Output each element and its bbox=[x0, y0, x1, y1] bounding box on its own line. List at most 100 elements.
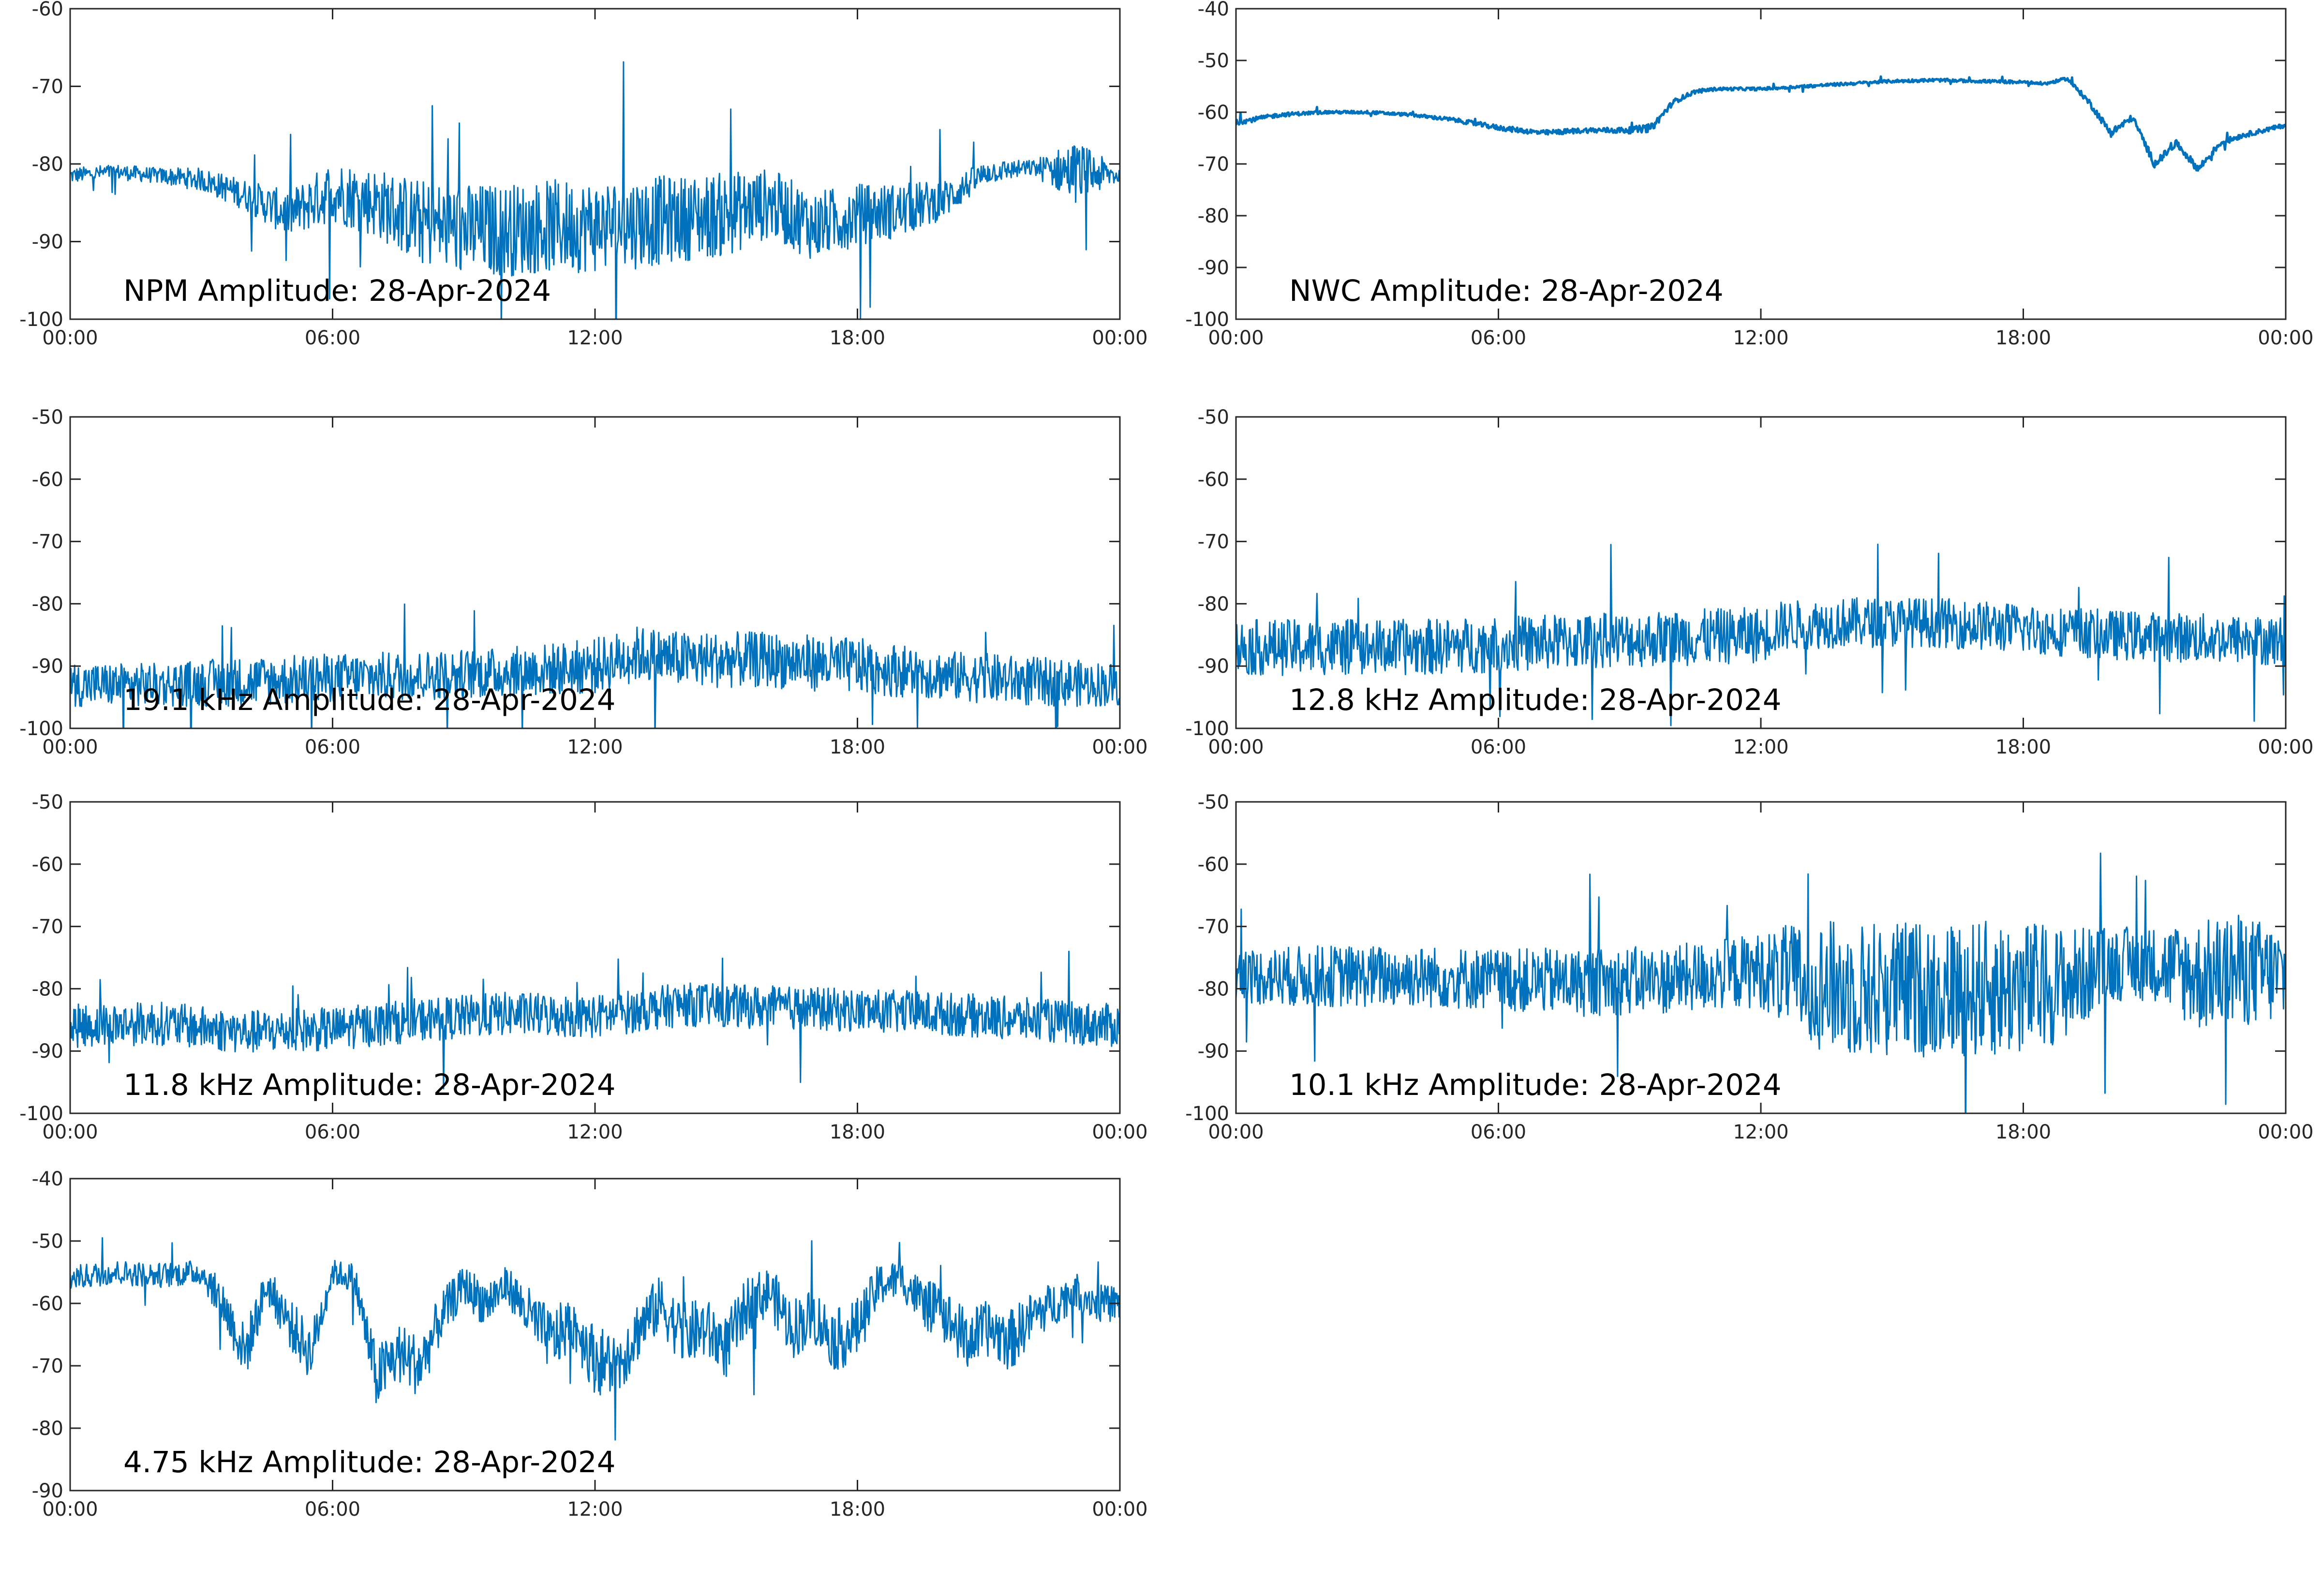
y-tick-label: -50 bbox=[1198, 50, 1229, 72]
y-tick-label: -70 bbox=[1198, 153, 1229, 176]
y-tick-label: -50 bbox=[32, 406, 63, 429]
x-tick-label: 12:00 bbox=[567, 736, 623, 758]
y-tick-label: -80 bbox=[32, 593, 63, 615]
x-tick-label: 00:00 bbox=[1092, 736, 1147, 758]
chart-panel: 00:00 06:00 12:00 18:00 00:00-100-90-80-70-6… bbox=[1185, 0, 2313, 349]
y-tick-label: -100 bbox=[19, 718, 63, 740]
y-tick-label: -60 bbox=[32, 1293, 63, 1315]
x-tick-label: 18:00 bbox=[830, 1498, 885, 1521]
y-tick-label: -100 bbox=[19, 309, 63, 331]
y-tick-label: -60 bbox=[32, 469, 63, 491]
x-tick-label: 06:00 bbox=[1471, 1121, 1526, 1143]
y-tick-label: -70 bbox=[32, 76, 63, 98]
y-tick-label: -60 bbox=[1198, 469, 1229, 491]
y-tick-label: -50 bbox=[1198, 791, 1229, 813]
x-tick-label: 00:00 bbox=[2258, 736, 2313, 758]
y-tick-label: -80 bbox=[1198, 978, 1229, 1000]
chart-panel: 00:00 06:00 12:00 18:00 00:00-100-90-80-70-6… bbox=[19, 406, 1147, 758]
y-tick-label: -70 bbox=[32, 916, 63, 938]
panel-title: NPM Amplitude: 28-Apr-2024 bbox=[123, 274, 551, 308]
x-tick-label: 00:00 bbox=[42, 327, 98, 349]
x-tick-label: 00:00 bbox=[42, 1498, 98, 1521]
x-tick-label: 00:00 bbox=[2258, 327, 2313, 349]
chart-panel: 00:00 06:00 12:00 18:00 00:00-100-90-80-70-6… bbox=[19, 0, 1147, 349]
x-tick-label: 00:00 bbox=[42, 1121, 98, 1143]
chart-panel: 00:00 06:00 12:00 18:00 00:00-100-90-80-70-6… bbox=[19, 791, 1147, 1143]
series-line bbox=[70, 603, 1120, 728]
x-tick-label: 00:00 bbox=[1208, 736, 1264, 758]
y-tick-label: -70 bbox=[32, 531, 63, 553]
panel-title: NWC Amplitude: 28-Apr-2024 bbox=[1289, 274, 1724, 308]
y-tick-label: -100 bbox=[1185, 1103, 1229, 1125]
y-tick-label: -90 bbox=[1198, 257, 1229, 279]
series-line bbox=[1236, 852, 2286, 1113]
y-tick-label: -70 bbox=[1198, 531, 1229, 553]
y-tick-label: -80 bbox=[32, 153, 63, 176]
y-tick-label: -50 bbox=[32, 791, 63, 813]
y-tick-label: -60 bbox=[1198, 102, 1229, 124]
y-tick-label: -50 bbox=[1198, 406, 1229, 429]
series-line bbox=[70, 61, 1120, 319]
y-tick-label: -80 bbox=[32, 978, 63, 1000]
panels: 00:00 06:00 12:00 18:00 00:00-100-90-80-70-6… bbox=[19, 0, 2313, 1521]
y-tick-label: -40 bbox=[1198, 0, 1229, 20]
x-tick-label: 12:00 bbox=[567, 327, 623, 349]
y-tick-label: -60 bbox=[32, 0, 63, 20]
y-tick-label: -70 bbox=[32, 1355, 63, 1377]
series-line bbox=[70, 950, 1120, 1090]
panel-title: 10.1 kHz Amplitude: 28-Apr-2024 bbox=[1289, 1068, 1782, 1102]
y-tick-label: -40 bbox=[32, 1168, 63, 1190]
x-tick-label: 00:00 bbox=[1092, 327, 1147, 349]
x-tick-label: 18:00 bbox=[1995, 736, 2051, 758]
panel-title: 11.8 kHz Amplitude: 28-Apr-2024 bbox=[123, 1068, 616, 1102]
chart-panel: 00:00 06:00 12:00 18:00 00:00-100-90-80-70-6… bbox=[1185, 791, 2313, 1143]
y-tick-label: -90 bbox=[32, 655, 63, 678]
series-line bbox=[70, 1237, 1120, 1441]
x-tick-label: 06:00 bbox=[305, 1121, 360, 1143]
panel-title: 12.8 kHz Amplitude: 28-Apr-2024 bbox=[1289, 683, 1782, 717]
y-tick-label: -70 bbox=[1198, 916, 1229, 938]
x-tick-label: 00:00 bbox=[1208, 327, 1264, 349]
x-tick-label: 18:00 bbox=[1995, 1121, 2051, 1143]
y-tick-label: -80 bbox=[1198, 593, 1229, 615]
x-tick-label: 18:00 bbox=[830, 327, 885, 349]
y-tick-label: -80 bbox=[1198, 205, 1229, 227]
x-tick-label: 00:00 bbox=[1092, 1498, 1147, 1521]
panel-title: 4.75 kHz Amplitude: 28-Apr-2024 bbox=[123, 1445, 616, 1479]
y-tick-label: -50 bbox=[32, 1230, 63, 1253]
y-tick-label: -100 bbox=[1185, 718, 1229, 740]
y-tick-label: -80 bbox=[32, 1418, 63, 1440]
y-tick-label: -60 bbox=[32, 854, 63, 876]
series-line bbox=[1236, 544, 2286, 726]
x-tick-label: 12:00 bbox=[1733, 736, 1788, 758]
x-tick-label: 12:00 bbox=[1733, 327, 1788, 349]
x-tick-label: 18:00 bbox=[830, 736, 885, 758]
x-tick-label: 06:00 bbox=[305, 1498, 360, 1521]
x-tick-label: 18:00 bbox=[830, 1121, 885, 1143]
y-tick-label: -100 bbox=[1185, 309, 1229, 331]
x-tick-label: 00:00 bbox=[2258, 1121, 2313, 1143]
chart-panel: 00:00 06:00 12:00 18:00 00:00-100-90-80-70-6… bbox=[1185, 406, 2313, 758]
x-tick-label: 00:00 bbox=[42, 736, 98, 758]
series-line bbox=[1236, 75, 2286, 172]
x-tick-label: 18:00 bbox=[1995, 327, 2051, 349]
x-tick-label: 00:00 bbox=[1092, 1121, 1147, 1143]
x-tick-label: 06:00 bbox=[305, 736, 360, 758]
y-tick-label: -90 bbox=[32, 231, 63, 253]
y-tick-label: -90 bbox=[1198, 655, 1229, 678]
y-tick-label: -90 bbox=[1198, 1040, 1229, 1063]
x-tick-label: 06:00 bbox=[1471, 327, 1526, 349]
x-tick-label: 00:00 bbox=[1208, 1121, 1264, 1143]
x-tick-label: 06:00 bbox=[1471, 736, 1526, 758]
y-tick-label: -100 bbox=[19, 1103, 63, 1125]
x-tick-label: 12:00 bbox=[567, 1498, 623, 1521]
panel-title: 19.1 kHz Amplitude: 28-Apr-2024 bbox=[123, 683, 616, 717]
x-tick-label: 12:00 bbox=[567, 1121, 623, 1143]
y-tick-label: -60 bbox=[1198, 854, 1229, 876]
x-tick-label: 12:00 bbox=[1733, 1121, 1788, 1143]
chart-panel: 00:00 06:00 12:00 18:00 00:00-90-80-70-60-50… bbox=[32, 1168, 1148, 1521]
y-tick-label: -90 bbox=[32, 1040, 63, 1063]
x-tick-label: 06:00 bbox=[305, 327, 360, 349]
